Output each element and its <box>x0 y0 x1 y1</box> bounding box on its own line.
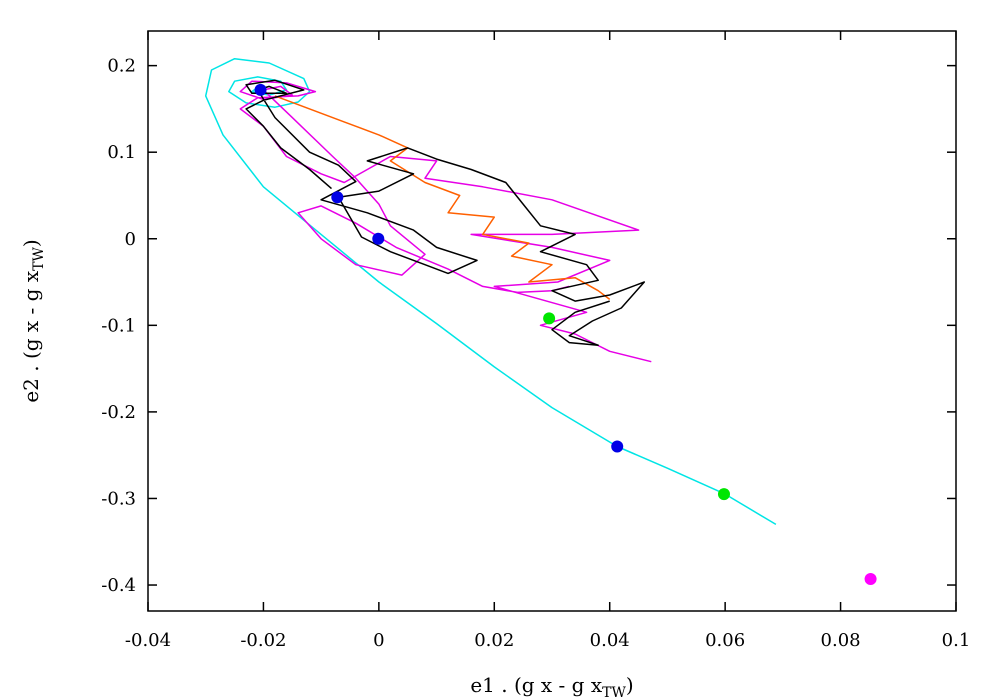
plot-frame <box>147 30 957 612</box>
y-tick-label: 0.1 <box>107 142 136 163</box>
state-marker <box>331 191 344 204</box>
x-tick-label: 0 <box>373 630 384 651</box>
x-tick-label: 0.02 <box>474 630 514 651</box>
data-series <box>204 57 777 526</box>
state-marker <box>372 232 385 245</box>
y-tick-label: 0 <box>125 229 136 250</box>
x-tick-label: 0.08 <box>821 630 861 651</box>
data-markers <box>254 83 877 585</box>
state-marker <box>543 312 556 325</box>
trajectory-line <box>204 57 777 526</box>
state-marker <box>864 572 877 585</box>
trajectory-line <box>239 80 652 363</box>
state-marker <box>611 440 624 453</box>
y-tick-label: -0.1 <box>101 315 136 336</box>
y-tick-label: -0.4 <box>101 575 136 596</box>
y-tick-label: 0.2 <box>107 56 136 77</box>
state-marker <box>254 83 267 96</box>
trajectory-line <box>274 95 611 300</box>
x-tick-label: 0.06 <box>705 630 745 651</box>
trajectory-line <box>245 79 646 346</box>
x-axis-label: e1 . (g x - g xTW) <box>470 673 633 700</box>
y-tick-label: -0.3 <box>101 488 136 509</box>
y-tick-label: -0.2 <box>101 402 136 423</box>
x-tick-label: 0.04 <box>590 630 630 651</box>
x-tick-label: 0.1 <box>942 630 971 651</box>
axis-ticks: -0.04 -0.02 0 0.02 0.04 0.06 0.08 0.1 0.2 0.1 0 -0.… <box>101 31 970 651</box>
x-tick-label: -0.02 <box>240 630 286 651</box>
state-marker <box>717 488 730 501</box>
y-axis-label: e2 . (g x - g xTW) <box>19 239 47 402</box>
x-tick-label: -0.04 <box>125 630 171 651</box>
